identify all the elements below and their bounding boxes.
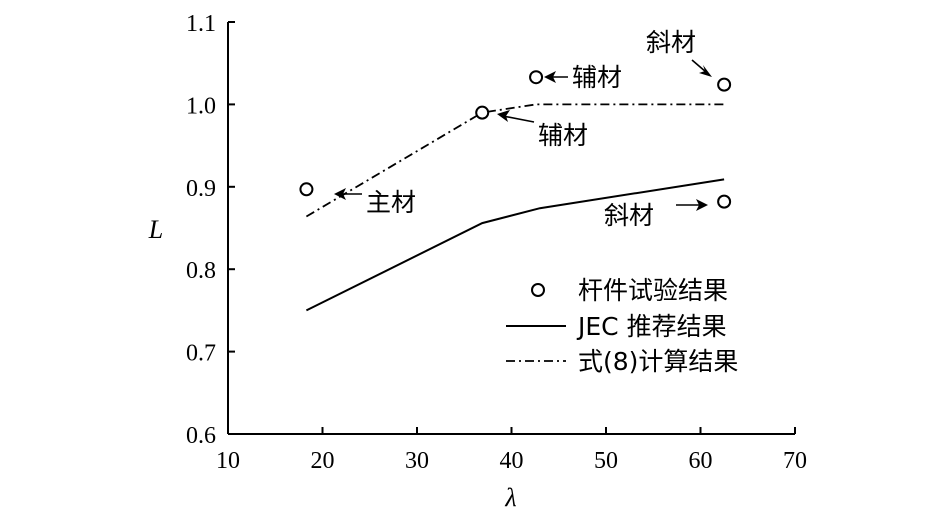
annotation-aux-1: 辅材 bbox=[497, 110, 588, 150]
x-tick-label: 40 bbox=[500, 448, 524, 474]
ticks: 10 20 30 40 50 60 70 0.6 0.7 0.8 0.9 1.0 1.1 bbox=[186, 11, 807, 474]
x-tick-label: 20 bbox=[311, 448, 335, 474]
annotation-label-main: 主材 bbox=[366, 188, 416, 217]
y-tick-label: 0.9 bbox=[186, 176, 216, 202]
series-line-formula bbox=[305, 103, 725, 218]
series-layer bbox=[305, 103, 725, 312]
legend: 杆件试验结果 JEC 推荐结果 式(8)计算结果 bbox=[506, 276, 738, 376]
data-point-test-0 bbox=[299, 182, 314, 197]
series-line-jec bbox=[305, 178, 725, 312]
y-tick-label: 0.6 bbox=[186, 423, 216, 449]
legend-marker-circle bbox=[531, 283, 545, 297]
legend-label-jec: JEC 推荐结果 bbox=[576, 312, 727, 341]
data-point-test-1 bbox=[475, 105, 490, 120]
data-point-test-4 bbox=[717, 194, 732, 209]
annotation-label-diag-2: 斜材 bbox=[604, 201, 654, 230]
annotation-label-aux-2: 辅材 bbox=[572, 63, 622, 92]
data-point-test-2 bbox=[529, 70, 544, 85]
data-point-test-3 bbox=[717, 77, 732, 92]
x-tick-label: 60 bbox=[689, 448, 713, 474]
legend-label-formula: 式(8)计算结果 bbox=[578, 347, 738, 376]
y-axis-title: L bbox=[148, 215, 163, 244]
x-tick-label: 10 bbox=[216, 448, 240, 474]
y-tick-label: 1.0 bbox=[186, 93, 216, 119]
annotation-label-aux-1: 辅材 bbox=[538, 121, 588, 150]
annotation-diag-1: 斜材 bbox=[646, 28, 712, 77]
y-tick-label: 0.7 bbox=[186, 341, 216, 367]
marker-layer bbox=[299, 70, 732, 209]
annotation-diag-2: 斜材 bbox=[604, 199, 708, 230]
x-tick-label: 50 bbox=[594, 448, 618, 474]
x-tick-label: 30 bbox=[405, 448, 429, 474]
y-tick-label: 0.8 bbox=[186, 258, 216, 284]
x-axis-title: λ bbox=[504, 483, 516, 512]
y-tick-label: 1.1 bbox=[186, 11, 216, 37]
annotation-label-diag-1: 斜材 bbox=[646, 28, 696, 57]
legend-label-test: 杆件试验结果 bbox=[578, 276, 728, 305]
annotation-aux-2: 辅材 bbox=[544, 63, 622, 92]
annotation-main: 主材 bbox=[334, 188, 416, 217]
x-tick-label: 70 bbox=[783, 448, 807, 474]
